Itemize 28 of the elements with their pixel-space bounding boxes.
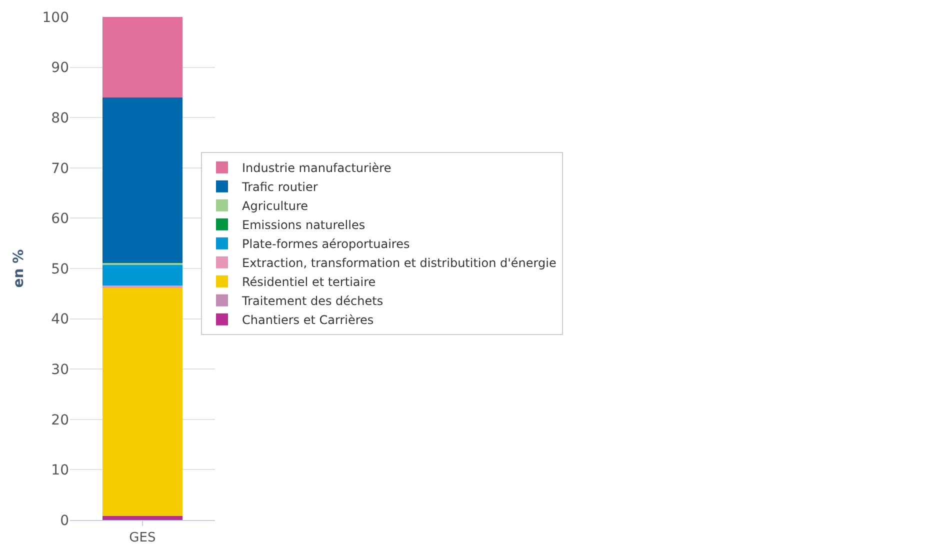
y-tick-label: 60 xyxy=(51,211,69,228)
y-tick-label: 50 xyxy=(51,261,69,278)
y-tick-label: 30 xyxy=(51,362,69,378)
y-tick-label: 70 xyxy=(51,160,69,177)
y-tick-label: 40 xyxy=(51,312,69,328)
legend-label: Agriculture xyxy=(242,199,308,214)
y-tick-label: 90 xyxy=(51,60,69,76)
legend-label: Extraction, transformation et distributition d'énergie xyxy=(242,256,556,270)
legend-label: Chantiers et Carrières xyxy=(242,313,374,328)
x-tick-label: GES xyxy=(129,530,156,546)
legend-label: Emissions naturelles xyxy=(242,218,366,232)
y-tick-label: 10 xyxy=(51,462,69,479)
bar xyxy=(102,286,182,288)
bar xyxy=(102,264,182,286)
bar xyxy=(102,288,182,516)
legend-label: Traitement des déchets xyxy=(241,294,384,308)
y-tick-label: 80 xyxy=(51,110,69,126)
bar xyxy=(102,97,182,263)
y-tick-label: 100 xyxy=(42,10,69,26)
y-axis-title: en % xyxy=(10,249,27,288)
legend-label: Plate-formes aéroportuaires xyxy=(242,237,410,252)
bar xyxy=(102,516,182,520)
legend-label: Résidentiel et tertiaire xyxy=(242,275,376,290)
legend-label: Industrie manufacturière xyxy=(242,161,392,176)
legend-label: Trafic routier xyxy=(241,180,318,194)
y-tick-label: 20 xyxy=(51,412,69,428)
bar xyxy=(102,17,182,98)
y-tick-label: 0 xyxy=(60,512,69,529)
